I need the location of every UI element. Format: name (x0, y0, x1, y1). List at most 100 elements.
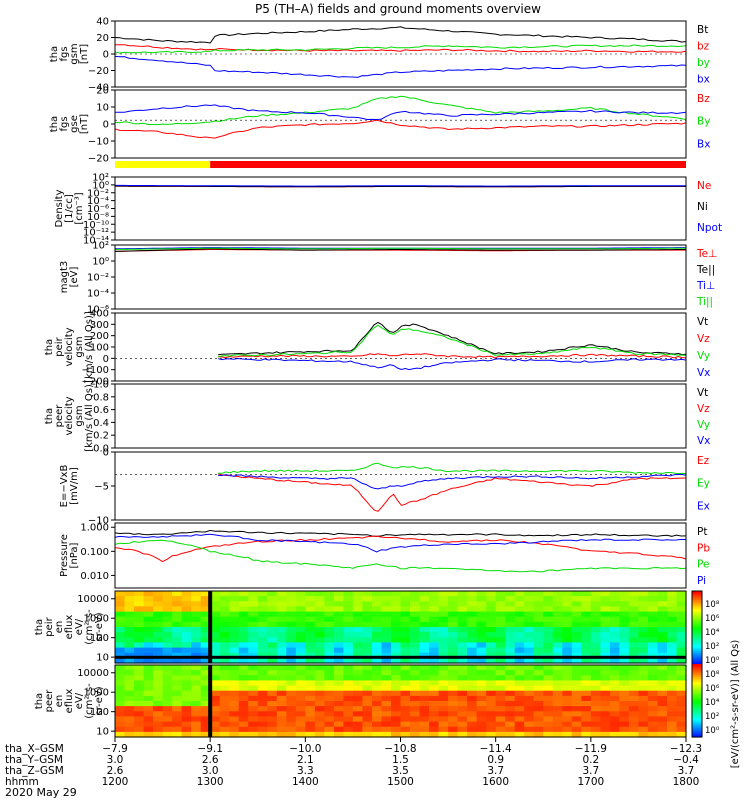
spectrogram-cell (352, 616, 363, 623)
spectrogram-cell (115, 706, 126, 712)
spectrogram-cell (524, 621, 535, 628)
spectrogram-cell (210, 642, 221, 649)
spectrogram-cell (295, 680, 306, 687)
spectrogram-cell (229, 695, 240, 702)
spectrogram-cell (352, 695, 363, 702)
spectrogram-cell (267, 637, 278, 643)
colorbar-swatch (692, 627, 702, 630)
legend-entry: Vt (697, 316, 708, 328)
spectrogram-cell (667, 711, 678, 717)
spectrogram-cell (153, 685, 164, 692)
colorbar-swatch (692, 671, 702, 674)
spectrogram-cell (391, 726, 402, 733)
y-tick-label: 100 (90, 707, 109, 718)
y-tick-label: 0.010 (80, 571, 109, 582)
spectrogram-cell (590, 690, 601, 697)
spectrogram-cell (267, 642, 278, 649)
spectrogram-cell (134, 647, 145, 654)
spectrogram-cell (467, 606, 478, 613)
spectrogram-cell (552, 632, 563, 638)
y-axis-label: gsm (74, 405, 85, 426)
y-tick-label: 0.4 (93, 418, 109, 429)
spectrogram-cell (457, 665, 468, 671)
spectrogram-cell (495, 665, 506, 671)
spectrogram-cell (210, 606, 221, 613)
spectrogram-cell (486, 596, 497, 602)
y-axis-label: en (54, 695, 65, 708)
spectrogram-cell (324, 690, 335, 697)
spectrogram-cell (295, 701, 306, 707)
spectrogram-cell (286, 685, 297, 692)
spectrogram-cell (590, 621, 601, 628)
spectrogram-cell (134, 606, 145, 613)
spectrogram-cell (305, 665, 316, 671)
spectrogram-cell (343, 657, 354, 664)
spectrogram-cell (429, 591, 440, 597)
spectrogram-cell (419, 596, 430, 602)
spectrogram-cell (533, 601, 544, 607)
spectrogram-cell (609, 680, 620, 687)
spectrogram-cell (343, 675, 354, 681)
spectrogram-cell (181, 706, 192, 712)
spectrogram-cell (333, 637, 344, 643)
spectrogram-cell (372, 680, 383, 687)
spectrogram-cell (448, 675, 459, 681)
spectrogram-cell (514, 716, 525, 723)
spectrogram-cell (609, 601, 620, 607)
colorbar-tick-label: 10⁸ (705, 670, 720, 680)
spectrogram-cell (581, 657, 592, 664)
spectrogram-cell (115, 690, 126, 697)
spectrogram-cell (600, 680, 611, 687)
spectrogram-cell (505, 637, 516, 643)
spectrogram-cell (229, 716, 240, 723)
spectrogram-cell (238, 721, 249, 728)
spectrogram-cell (172, 731, 183, 738)
spectrogram-cell (495, 596, 506, 602)
colorbar-tick-label: 10² (705, 642, 719, 652)
spectrogram-cell (391, 711, 402, 717)
spectrogram-cell (533, 726, 544, 733)
spectrogram-cell (162, 601, 173, 607)
spectrogram-cell (276, 731, 287, 738)
spectrogram-cell (305, 591, 316, 597)
spectrogram-cell (143, 611, 154, 618)
spectrogram-cell (305, 716, 316, 723)
spectrogram-cell (286, 690, 297, 697)
spectrogram-cell (590, 637, 601, 643)
spectrogram-cell (257, 627, 268, 633)
spectrogram-cell (600, 675, 611, 681)
spectrogram-cell (210, 616, 221, 623)
colorbar-swatch (692, 715, 702, 718)
series-line-Te|| (114, 248, 686, 252)
spectrogram-cell (657, 616, 668, 623)
spectrogram-cell (257, 611, 268, 618)
spectrogram-cell (372, 721, 383, 728)
spectrogram-cell (514, 652, 525, 659)
spectrogram-cell (467, 642, 478, 649)
spectrogram-cell (191, 690, 202, 697)
spectrogram-cell (286, 596, 297, 602)
spectrogram-cell (219, 665, 230, 671)
series-line-Pe (114, 539, 687, 573)
spectrogram-cell (362, 695, 373, 702)
spectrogram-cell (200, 642, 211, 649)
spectrogram-cell (552, 606, 563, 613)
spectrogram-cell (486, 621, 497, 628)
spectrogram-cell (343, 632, 354, 638)
spectrogram-cell (429, 632, 440, 638)
x-axis-value: 1400 (292, 776, 319, 788)
spectrogram-cell (324, 591, 335, 597)
spectrogram-cell (619, 601, 630, 607)
spectrogram-cell (295, 627, 306, 633)
spectrogram-cell (524, 591, 535, 597)
colorbar-swatch (692, 622, 702, 625)
spectrogram-cell (305, 721, 316, 728)
spectrogram-cell (429, 680, 440, 687)
spectrogram-cell (305, 596, 316, 602)
spectrogram-cell (638, 721, 649, 728)
spectrogram-cell (210, 670, 221, 676)
spectrogram-cell (476, 701, 487, 707)
spectrogram-cell (333, 596, 344, 602)
spectrogram-cell (400, 685, 411, 692)
spectrogram-cell (543, 680, 554, 687)
